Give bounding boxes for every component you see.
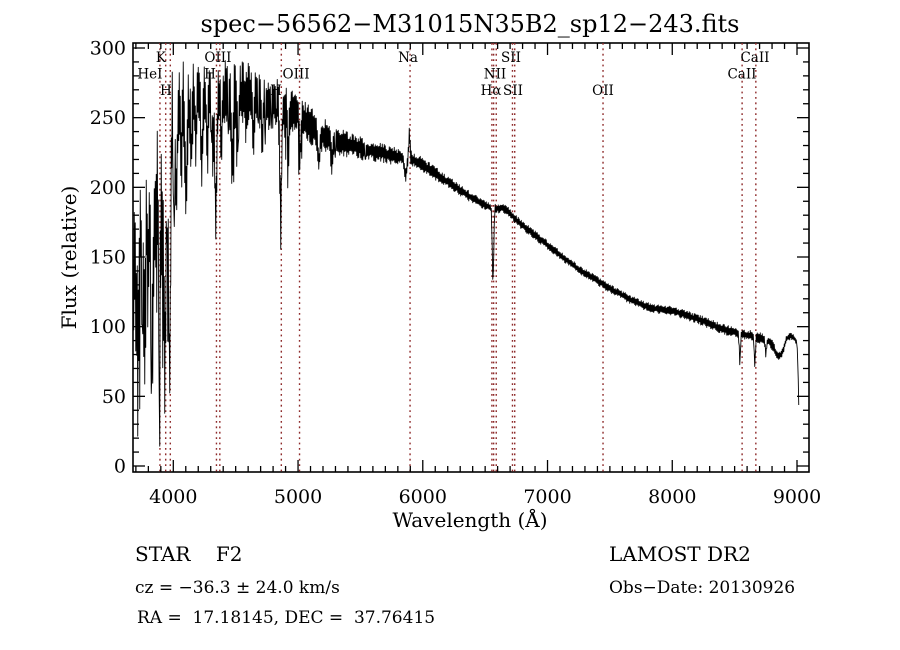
y-tick-label: 100: [90, 316, 126, 338]
x-axis-label: Wavelength (Å): [392, 507, 547, 532]
y-tick-labels: 0 50 100 150 200 250 300: [90, 38, 126, 478]
y-tick-label: 0: [114, 456, 126, 478]
ra-dec-text: RA = 17.18145, DEC = 37.76415: [137, 608, 435, 628]
spectral-line-label: CaII: [727, 67, 756, 83]
x-tick-label: 4000: [149, 486, 197, 508]
cz-text: cz = −36.3 ± 24.0 km/s: [135, 578, 340, 598]
survey-text: LAMOST DR2: [609, 542, 751, 566]
spectral-line-label: Hα: [481, 83, 502, 99]
x-tick-labels: 4000 5000 6000 7000 8000 9000: [149, 486, 821, 508]
spectral-line-label: OIII: [204, 50, 231, 66]
y-axis-label: Flux (relative): [57, 186, 81, 330]
spectral-marker-lines: [159, 43, 757, 472]
y-tick-label: 300: [90, 38, 126, 60]
spectral-line-label: NII: [484, 67, 506, 83]
plot-title: spec−56562−M31015N35B2_sp12−243.fits: [201, 10, 740, 38]
spectral-line-label: SII: [501, 50, 521, 66]
object-class-text: STAR F2: [135, 542, 242, 566]
spectral-line-label: SII: [503, 83, 523, 99]
x-tick-label: 5000: [274, 486, 322, 508]
spectral-line-label: OII: [592, 83, 614, 99]
x-tick-label: 8000: [648, 486, 696, 508]
x-tick-label: 9000: [773, 486, 821, 508]
spectral-line-label: CaII: [740, 50, 769, 66]
spectral-line-label: Na: [398, 50, 418, 66]
spectral-line-label: K: [156, 50, 167, 66]
y-tick-label: 200: [90, 177, 126, 199]
spectrum-curve: [132, 60, 800, 447]
spectral-line-label: OIII: [283, 67, 310, 83]
obs-date-text: Obs−Date: 20130926: [609, 578, 795, 598]
spectral-line-label: HeI: [137, 67, 162, 83]
x-tick-label: 7000: [523, 486, 571, 508]
y-tick-label: 250: [90, 107, 126, 129]
y-tick-label: 150: [90, 247, 126, 269]
y-tick-label: 50: [102, 386, 126, 408]
spectral-line-label: H: [160, 83, 172, 99]
x-tick-label: 6000: [399, 486, 447, 508]
